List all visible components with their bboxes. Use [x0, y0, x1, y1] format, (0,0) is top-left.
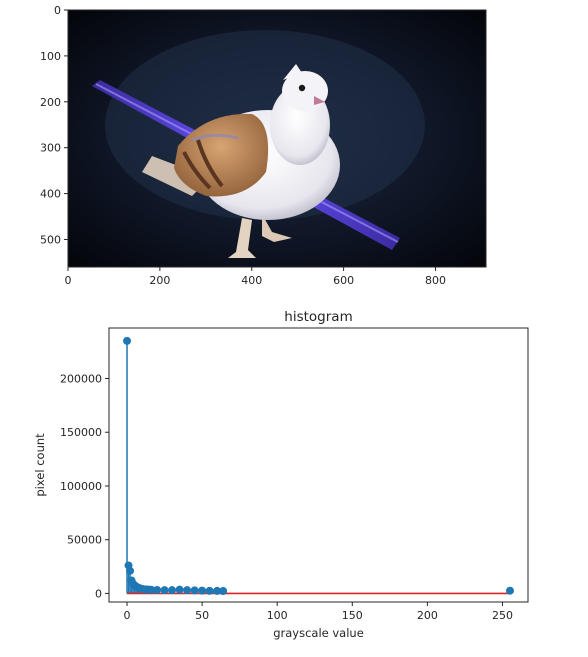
stem-marker	[219, 587, 228, 596]
stem-marker	[213, 586, 222, 595]
stem-marker	[190, 586, 199, 595]
hist-x-tick-label: 0	[124, 609, 131, 622]
photo-y-tick-label: 300	[40, 142, 61, 155]
hist-x-tick-label: 150	[342, 609, 363, 622]
pigeon-photo	[68, 10, 486, 267]
photo-y-tick-label: 200	[40, 96, 61, 109]
photo-y-tick-label: 100	[40, 50, 61, 63]
stem-marker	[175, 585, 184, 594]
photo-frame	[67, 9, 487, 268]
photo-axes: 0 200 400 600 800 0 100 200 300 400 500	[40, 4, 487, 287]
hist-y-tick-label: 100000	[60, 480, 102, 493]
plot-frame	[108, 327, 529, 603]
histogram-marks	[123, 336, 514, 596]
chart-title: histogram	[284, 309, 352, 325]
stem-marker	[123, 336, 132, 345]
photo-y-tick-label: 500	[40, 233, 61, 246]
stem-marker	[153, 585, 162, 594]
stem-marker	[505, 586, 514, 595]
photo-x-tick-label: 600	[333, 274, 354, 287]
hist-x-tick-label: 50	[195, 609, 209, 622]
hist-y-tick-label: 50000	[67, 534, 102, 547]
photo-x-tick-label: 0	[65, 274, 72, 287]
hist-y-tick-label: 0	[95, 587, 102, 600]
hist-y-tick-label: 150000	[60, 426, 102, 439]
photo-y-tick-label: 0	[54, 4, 61, 17]
hist-x-tick-label: 250	[492, 609, 513, 622]
stem-marker	[183, 586, 192, 595]
photo-panel: 0 200 400 600 800 0 100 200 300 400 500	[40, 4, 487, 287]
stem-marker	[160, 586, 169, 595]
histogram-panel: histogram grayscale value pixel count 0 5…	[33, 309, 529, 640]
photo-y-tick-label: 400	[40, 188, 61, 201]
x-axis-label: grayscale value	[273, 626, 364, 640]
photo-x-tick-label: 400	[241, 274, 262, 287]
photo-x-tick-label: 200	[149, 274, 170, 287]
stem-marker	[147, 585, 156, 594]
hist-x-tick-label: 200	[417, 609, 438, 622]
stem-marker	[126, 566, 135, 575]
histogram-axes: 0 50 100 150 200 250 0 50000 100000 150000 200000	[60, 373, 513, 622]
stem-marker	[198, 586, 207, 595]
hist-y-tick-label: 200000	[60, 373, 102, 386]
stem-marker	[168, 586, 177, 595]
y-axis-label: pixel count	[33, 433, 47, 497]
photo-x-tick-label: 800	[425, 274, 446, 287]
stem-marker	[205, 586, 214, 595]
hist-x-tick-label: 100	[267, 609, 288, 622]
